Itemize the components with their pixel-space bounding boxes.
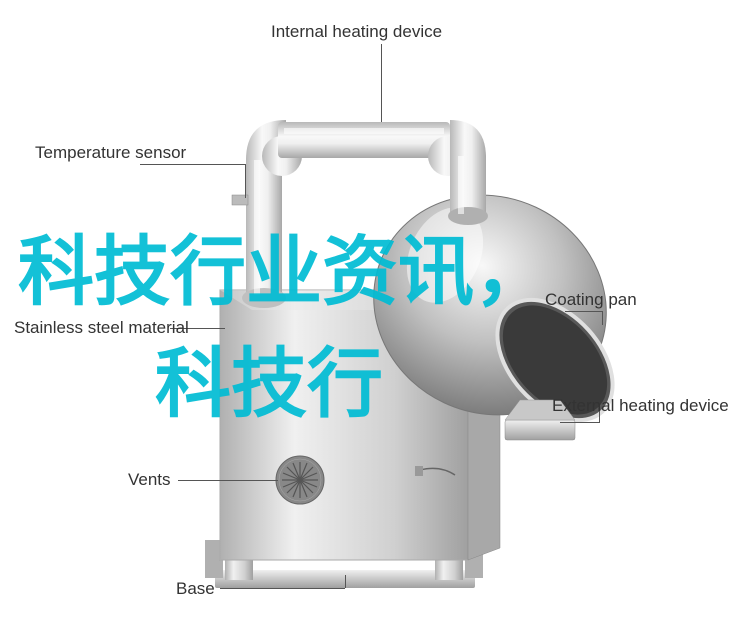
watermark-line2: 科技行 [155,322,383,432]
callout-line [381,44,382,122]
callout-line [140,164,246,165]
callout-line [560,422,600,423]
label-internal-heating: Internal heating device [271,22,442,42]
callout-line [245,164,246,198]
callout-line [178,480,278,481]
label-external-heating: External heating device [552,396,729,416]
callout-line [220,588,345,589]
label-vents: Vents [128,470,171,490]
label-base: Base [176,579,215,599]
callout-line [602,311,603,325]
watermark-line1: 科技行业资讯， [18,210,550,320]
label-coating-pan: Coating pan [545,290,637,310]
callout-line [345,575,346,588]
label-temperature-sensor: Temperature sensor [35,143,186,163]
callout-line [565,311,603,312]
